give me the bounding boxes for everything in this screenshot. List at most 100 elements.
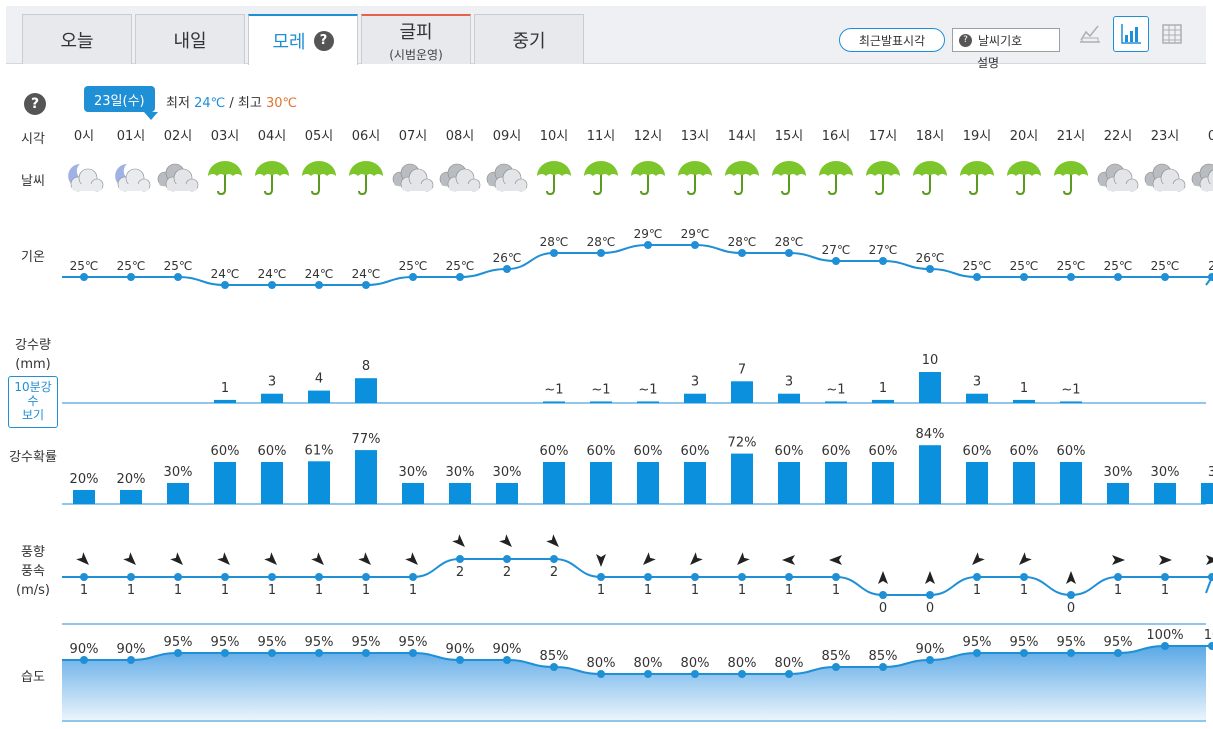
cloud-part xyxy=(1107,184,1137,191)
humidity-point xyxy=(644,670,652,678)
wind-label-line2: 풍속 xyxy=(21,564,45,579)
probability-label: 60% xyxy=(775,444,804,459)
temperature-point xyxy=(127,273,135,281)
wind-speed-label: 0 xyxy=(1067,601,1075,616)
humidity-label: 90% xyxy=(916,642,945,657)
max-label: 최고 xyxy=(237,96,262,111)
umbrella-handle xyxy=(640,175,649,196)
umbrella-canopy xyxy=(1054,161,1088,176)
humidity-label: 95% xyxy=(164,635,193,650)
umbrella-handle xyxy=(781,175,790,196)
recent-release-button[interactable]: 최근발표시각 xyxy=(839,28,945,52)
help-icon[interactable]: ? xyxy=(313,30,334,51)
wind-arrow-head xyxy=(690,552,703,565)
wind-point xyxy=(550,555,558,563)
wind-point xyxy=(926,591,934,599)
cloudy-icon xyxy=(1144,163,1186,192)
wind-speed-label: 1 xyxy=(268,583,276,598)
weather-symbols-button[interactable]: ? 날씨기호 xyxy=(952,28,1060,52)
probability-bar xyxy=(966,462,988,504)
tab-mid-term[interactable]: 중기 xyxy=(474,14,584,64)
tab-today[interactable]: 오늘 xyxy=(22,14,132,64)
wind-label-line3: (m/s) xyxy=(16,583,50,598)
line-chart-icon[interactable] xyxy=(1072,16,1108,52)
probability-bar xyxy=(1107,483,1129,504)
temperature-label: 25℃ xyxy=(1151,259,1180,273)
temperature-label: 28℃ xyxy=(775,235,804,249)
probability-label: 60% xyxy=(869,444,898,459)
tab-tomorrow[interactable]: 내일 xyxy=(135,14,245,64)
wind-arrow-head xyxy=(358,552,371,565)
probability-bar xyxy=(825,462,847,504)
precip-bar xyxy=(355,378,377,403)
probability-bar xyxy=(1060,462,1082,504)
ten-minute-precip-button[interactable]: 10분강 수 보기 xyxy=(8,376,58,428)
bar-chart-icon[interactable] xyxy=(1113,16,1149,52)
wind-arrow-head xyxy=(1112,555,1125,565)
probability-label: 60% xyxy=(681,444,710,459)
precip-bar xyxy=(919,372,941,403)
rain-icon xyxy=(349,161,383,196)
humidity-label: 95% xyxy=(258,635,287,650)
probability-bar xyxy=(355,450,377,504)
hour-label: 23시 xyxy=(1151,129,1180,144)
humidity-point xyxy=(1114,649,1122,657)
umbrella-canopy xyxy=(960,161,994,176)
cloud-part xyxy=(1207,169,1213,187)
wind-point xyxy=(1114,573,1122,581)
temperature-label: 28℃ xyxy=(728,235,757,249)
wind-point xyxy=(973,573,981,581)
precip-bar xyxy=(731,381,753,403)
temperature-label: 29℃ xyxy=(634,227,663,241)
cloud-part xyxy=(496,184,526,191)
umbrella-canopy xyxy=(866,161,900,176)
humidity-point xyxy=(550,663,558,671)
hour-label: 03시 xyxy=(211,129,240,144)
probability-label: 30% xyxy=(399,465,428,480)
probability-bar xyxy=(214,462,236,504)
table-icon[interactable] xyxy=(1154,16,1190,52)
wind-speed-label: 1 xyxy=(315,583,323,598)
humidity-point xyxy=(409,649,417,657)
precip-bar xyxy=(966,393,988,403)
wind-arrow-icon xyxy=(123,552,136,565)
cloud-part xyxy=(1201,184,1213,191)
row-label-precipitation: 강수량 (mm) xyxy=(3,336,63,374)
tab-label: 글피 xyxy=(399,21,433,43)
separator: / xyxy=(229,96,234,111)
hour-label: 21시 xyxy=(1057,129,1086,144)
temperature-point xyxy=(1020,273,1028,281)
humidity-point xyxy=(973,649,981,657)
temperature-point xyxy=(1161,273,1169,281)
umbrella-canopy xyxy=(725,161,759,176)
precip-bar xyxy=(308,390,330,403)
wind-point xyxy=(503,555,511,563)
rain-icon xyxy=(631,161,665,196)
humidity-label: 95% xyxy=(1057,635,1086,650)
wind-speed-label: 1 xyxy=(362,583,370,598)
hour-label: 08시 xyxy=(446,129,475,144)
tab-three-days[interactable]: 글피 (시범운영) xyxy=(361,14,471,64)
rain-icon xyxy=(772,161,806,196)
humidity-point xyxy=(503,656,511,664)
tab-day-after-tomorrow[interactable]: 모레 ? xyxy=(248,14,358,65)
probability-label: 30% xyxy=(1104,465,1133,480)
precip-bar xyxy=(637,401,659,403)
wind-label-line1: 풍향 xyxy=(21,545,45,560)
wind-speed-label: 1 xyxy=(644,583,652,598)
temperature-point xyxy=(644,241,652,249)
wind-arrow-head xyxy=(925,571,935,584)
temperature-point xyxy=(1114,273,1122,281)
temperature-point xyxy=(409,273,417,281)
temperature-label: 28℃ xyxy=(540,235,569,249)
humidity-point xyxy=(832,663,840,671)
wind-speed-label: 2 xyxy=(550,565,558,580)
button-line: 보기 xyxy=(21,408,45,422)
temperature-point xyxy=(1067,273,1075,281)
wind-arrow-icon xyxy=(690,552,703,565)
row-label-temperature: 기온 xyxy=(21,250,45,265)
night-cloudy-icon xyxy=(115,164,151,192)
cloud-part xyxy=(119,184,149,191)
help-icon[interactable]: ? xyxy=(24,93,46,115)
